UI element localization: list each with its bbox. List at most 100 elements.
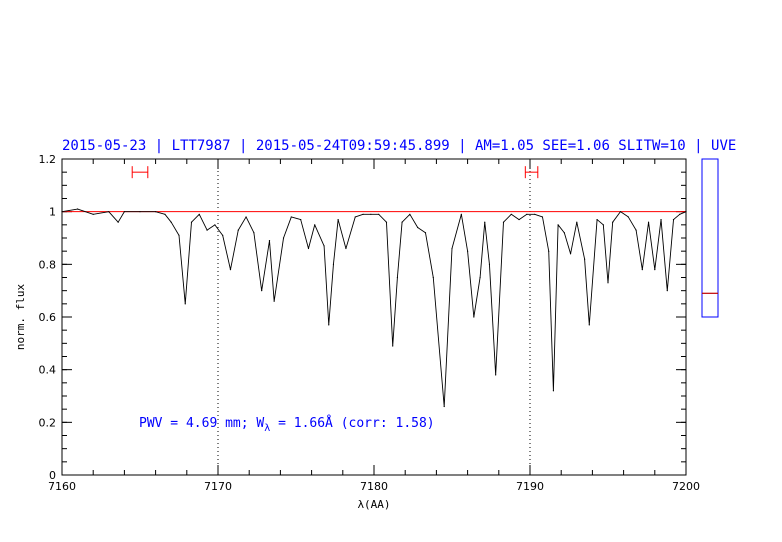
x-tick-label: 7170	[204, 480, 232, 493]
x-tick-label: 7160	[48, 480, 76, 493]
spectrum-point	[170, 221, 172, 223]
pwv-annotation-suffix: = 1.66Å (corr: 1.58)	[270, 415, 434, 431]
spectrum-point	[184, 303, 186, 305]
spectrum-point	[488, 263, 491, 265]
spectrum-point	[123, 211, 125, 213]
spectrum-point	[518, 218, 520, 221]
spectrum-point	[155, 211, 157, 213]
x-tick-label: 7200	[672, 480, 700, 493]
error-bars	[131, 166, 539, 179]
spectrum-point	[190, 221, 193, 223]
spectrum-point	[214, 224, 216, 226]
spectrum-point	[443, 405, 445, 408]
spectrum-point	[178, 234, 180, 236]
spectrum-point	[401, 221, 403, 223]
spectrum-point	[602, 224, 604, 226]
spectrum-point	[206, 229, 208, 231]
spectrum-point	[229, 269, 232, 271]
y-tick-label: 0.4	[39, 364, 57, 377]
y-axis-label: norm. flux	[14, 284, 27, 351]
spectrum-point	[424, 232, 427, 234]
spectrum-point	[576, 221, 578, 223]
spectrum-point	[139, 211, 141, 213]
spectrum-point	[479, 276, 481, 279]
y-tick-label: 1.2	[39, 153, 57, 166]
spectrum-point	[607, 282, 609, 284]
spectrum-point	[362, 213, 364, 215]
spectrum-point	[370, 213, 372, 215]
spectrum-point	[417, 226, 419, 229]
spectrum-point	[569, 253, 572, 255]
error-bar	[131, 166, 149, 179]
x-axis-label: λ(AA)	[357, 498, 390, 511]
x-axis-ticks: 7160 7170 7180 7190 7200	[48, 159, 700, 493]
spectrum-point	[77, 208, 79, 210]
spectrum-point	[328, 324, 330, 326]
spectrum-point	[323, 245, 325, 247]
spectrum-series	[61, 208, 687, 408]
spectrum-point	[385, 221, 388, 223]
spectrum-point	[654, 269, 656, 271]
y-tick-label: 0	[49, 469, 56, 482]
spectrum-point	[685, 211, 687, 213]
spectrum-point	[619, 211, 622, 213]
spectrum-line	[61, 208, 687, 407]
spectrum-point	[679, 213, 681, 215]
spectrum-point	[261, 290, 263, 292]
spectrum-point	[198, 213, 200, 215]
spectrum-point	[332, 263, 335, 265]
spectrum-point	[108, 211, 110, 213]
spectrum-point	[484, 221, 486, 223]
spectrum-point	[641, 269, 643, 271]
spectrum-point	[237, 229, 239, 231]
spectrum-point	[253, 232, 255, 234]
spectrum-point	[307, 247, 310, 250]
spectrum-point	[451, 247, 453, 250]
spectrum-point	[627, 216, 629, 218]
y-tick-label: 1	[49, 206, 56, 219]
y-tick-label: 0.8	[39, 258, 57, 271]
spectrum-point	[548, 250, 550, 252]
spectrum-point	[660, 218, 662, 221]
spectrum-point	[588, 324, 590, 326]
spectrum-point	[222, 234, 224, 236]
spectrum-point	[534, 213, 536, 215]
spectrum-point	[460, 213, 462, 215]
spectrum-point	[300, 218, 302, 221]
spectrum-point	[563, 232, 565, 234]
spectrum-point	[396, 276, 398, 279]
spectrum-point	[672, 218, 675, 221]
spectrum-point	[273, 300, 275, 302]
spectrum-point	[552, 390, 555, 392]
spectrum-point	[164, 213, 166, 215]
side-panel	[701, 158, 719, 318]
spectrum-point	[92, 213, 94, 215]
y-tick-label: 0.2	[39, 416, 57, 429]
spectrum-point	[647, 221, 650, 223]
spectrum-point	[596, 218, 598, 221]
pwv-annotation-prefix: PWV = 4.69 mm; W	[139, 416, 264, 431]
spectrum-point	[409, 213, 411, 215]
spectrum-point	[473, 316, 475, 318]
spectrum-point	[314, 224, 316, 226]
spectrum-point	[557, 224, 559, 226]
spectrum-point	[282, 237, 285, 239]
spectrum-point	[612, 221, 614, 223]
spectrum-point	[61, 211, 63, 213]
spectrum-point	[117, 221, 119, 223]
side-panel-box	[701, 158, 719, 318]
y-tick-label: 0.6	[39, 311, 57, 324]
error-bar	[524, 166, 539, 179]
spectrum-point	[392, 345, 394, 347]
pwv-annotation-subscript: λ	[264, 423, 270, 434]
spectrum-point	[526, 213, 528, 215]
spectrum-point	[290, 216, 292, 218]
spectrum-point	[635, 229, 637, 231]
x-tick-label: 7180	[360, 480, 388, 493]
spectrum-point	[354, 216, 356, 218]
spectrum-point	[584, 258, 586, 260]
spectrum-point	[495, 374, 497, 376]
spectrum-point	[378, 213, 380, 215]
spectrum-point	[510, 213, 512, 215]
